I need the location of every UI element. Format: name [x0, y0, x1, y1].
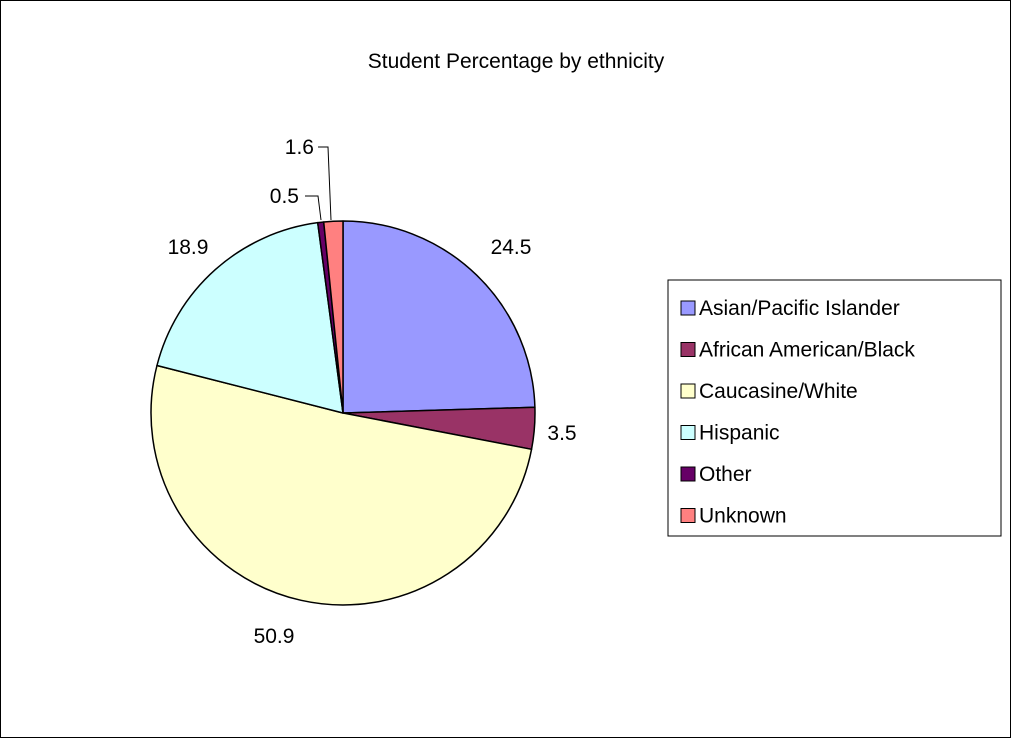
pie-slice-caucasine-white [150, 364, 533, 606]
legend-swatch-unknown [680, 508, 696, 523]
leader-lines [305, 146, 332, 221]
legend: Asian/Pacific Islander African American/B… [667, 279, 1002, 537]
legend-label-african-american-black: African American/Black [699, 339, 915, 362]
leader-line-unknown [318, 146, 332, 221]
chart-title: Student Percentage by ethnicity [368, 50, 665, 73]
legend-label-unknown: Unknown [699, 505, 787, 528]
pie-slices [150, 220, 536, 606]
pie-slice-hispanic [156, 221, 344, 414]
data-label-african-american-black: 3.5 [547, 422, 576, 445]
data-label-unknown: 1.6 [285, 136, 314, 159]
legend-swatch-caucasine-white [680, 383, 696, 399]
legend-label-hispanic: Hispanic [699, 422, 780, 445]
legend-box [667, 279, 1002, 537]
legend-swatch-african-american-black [680, 342, 696, 357]
data-label-caucasine-white: 50.9 [254, 625, 295, 648]
legend-swatch-asian-pacific-islander [680, 300, 696, 316]
data-label-asian-pacific-islander: 24.5 [491, 236, 532, 259]
pie-slice-unknown [322, 220, 344, 414]
legend-swatch-hispanic [680, 425, 696, 440]
data-label-hispanic: 18.9 [168, 236, 209, 259]
legend-swatch-other [680, 466, 696, 482]
data-label-other: 0.5 [270, 185, 299, 208]
pie-slice-asian-pacific-islander [342, 220, 536, 414]
legend-label-caucasine-white: Caucasine/White [699, 380, 858, 403]
leader-line-other [305, 195, 322, 221]
data-labels: 24.5 3.5 50.9 18.9 0.5 1.6 [168, 136, 577, 648]
legend-label-asian-pacific-islander: Asian/Pacific Islander [699, 297, 900, 320]
legend-label-other: Other [699, 463, 752, 486]
